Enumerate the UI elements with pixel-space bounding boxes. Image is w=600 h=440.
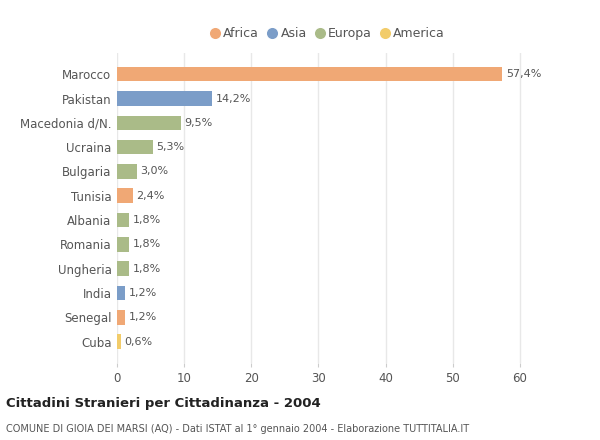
Bar <box>117 213 129 227</box>
Legend: Africa, Asia, Europa, America: Africa, Asia, Europa, America <box>207 22 450 45</box>
Text: 1,2%: 1,2% <box>128 288 157 298</box>
Bar <box>117 310 125 325</box>
Bar <box>117 67 502 81</box>
Text: 57,4%: 57,4% <box>506 69 541 79</box>
Bar <box>117 286 125 300</box>
Text: 5,3%: 5,3% <box>156 142 184 152</box>
Bar <box>117 237 129 252</box>
Text: 1,2%: 1,2% <box>128 312 157 322</box>
Text: 1,8%: 1,8% <box>133 264 161 274</box>
Text: COMUNE DI GIOIA DEI MARSI (AQ) - Dati ISTAT al 1° gennaio 2004 - Elaborazione TU: COMUNE DI GIOIA DEI MARSI (AQ) - Dati IS… <box>6 424 469 434</box>
Bar <box>117 116 181 130</box>
Bar <box>117 164 137 179</box>
Text: 0,6%: 0,6% <box>124 337 152 347</box>
Bar <box>117 91 212 106</box>
Text: 1,8%: 1,8% <box>133 239 161 249</box>
Text: 3,0%: 3,0% <box>140 166 169 176</box>
Text: 2,4%: 2,4% <box>136 191 165 201</box>
Text: Cittadini Stranieri per Cittadinanza - 2004: Cittadini Stranieri per Cittadinanza - 2… <box>6 397 321 410</box>
Bar <box>117 261 129 276</box>
Bar <box>117 188 133 203</box>
Text: 1,8%: 1,8% <box>133 215 161 225</box>
Bar <box>117 334 121 349</box>
Bar <box>117 140 152 154</box>
Text: 14,2%: 14,2% <box>216 94 251 103</box>
Text: 9,5%: 9,5% <box>184 118 212 128</box>
